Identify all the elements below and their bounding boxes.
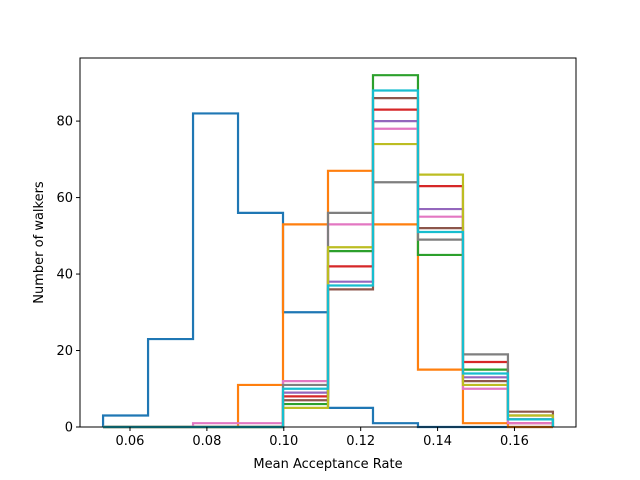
x-axis: 0.06 0.08 0.10 0.12 0.14 0.16 — [116, 427, 529, 449]
x-axis-label: Mean Acceptance Rate — [253, 457, 402, 472]
y-tick-label: 0 — [65, 421, 73, 436]
x-tick-label: 0.08 — [192, 434, 221, 449]
y-axis: 0 20 40 60 80 — [56, 115, 80, 436]
y-axis-label: Number of walkers — [32, 181, 47, 304]
plot-frame — [79, 57, 577, 428]
x-tick-label: 0.14 — [423, 434, 452, 449]
x-tick-label: 0.06 — [116, 434, 145, 449]
y-tick-label: 80 — [56, 115, 73, 130]
y-tick-label: 40 — [56, 268, 73, 283]
y-tick-label: 60 — [56, 191, 73, 206]
x-tick-label: 0.12 — [346, 434, 375, 449]
x-tick-label: 0.10 — [269, 434, 298, 449]
x-tick-label: 0.16 — [500, 434, 529, 449]
y-tick-label: 20 — [56, 344, 73, 359]
